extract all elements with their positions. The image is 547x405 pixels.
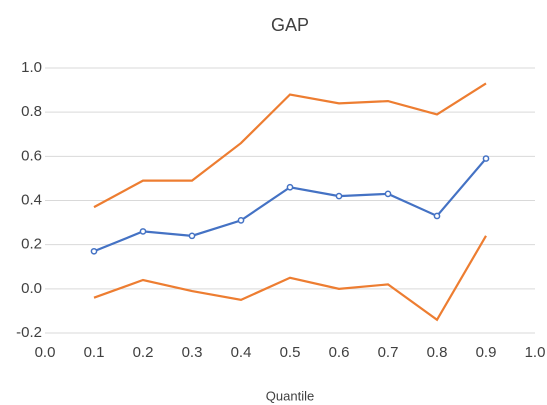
series-line — [93, 157, 487, 253]
x-tick-label: 0.6 — [329, 344, 350, 361]
y-tick-label: 0.0 — [21, 280, 42, 297]
x-tick-label: 0.7 — [378, 344, 399, 361]
x-tick-label: 1.0 — [525, 344, 546, 361]
y-tick-label: 0.6 — [21, 147, 42, 164]
y-tick-label: 1.0 — [21, 59, 42, 76]
chart-title: GAP — [271, 15, 309, 35]
point-marker — [237, 217, 245, 224]
y-tick-label: 0.8 — [21, 103, 42, 120]
point-marker — [335, 192, 343, 200]
point-marker — [188, 232, 196, 240]
point-marker — [482, 155, 490, 162]
x-tick-label: 0.0 — [35, 344, 56, 361]
point-marker — [384, 190, 392, 198]
point-marker — [286, 183, 294, 191]
point-marker — [139, 228, 147, 235]
x-tick-label: 0.9 — [476, 344, 497, 361]
x-tick-label: 0.3 — [182, 344, 203, 361]
x-axis-label: Quantile — [266, 388, 314, 403]
series-line — [93, 235, 487, 322]
series-line — [93, 82, 487, 209]
x-tick-label: 0.5 — [280, 344, 301, 361]
point-marker — [90, 247, 98, 255]
y-tick-label: -0.2 — [16, 324, 42, 341]
point-marker — [433, 212, 441, 220]
y-tick-label: 0.4 — [21, 191, 42, 208]
x-tick-label: 0.4 — [231, 344, 252, 361]
x-tick-label: 0.2 — [133, 344, 154, 361]
x-tick-label: 0.8 — [427, 344, 448, 361]
x-tick-label: 0.1 — [84, 344, 105, 361]
y-tick-label: 0.2 — [21, 236, 42, 253]
